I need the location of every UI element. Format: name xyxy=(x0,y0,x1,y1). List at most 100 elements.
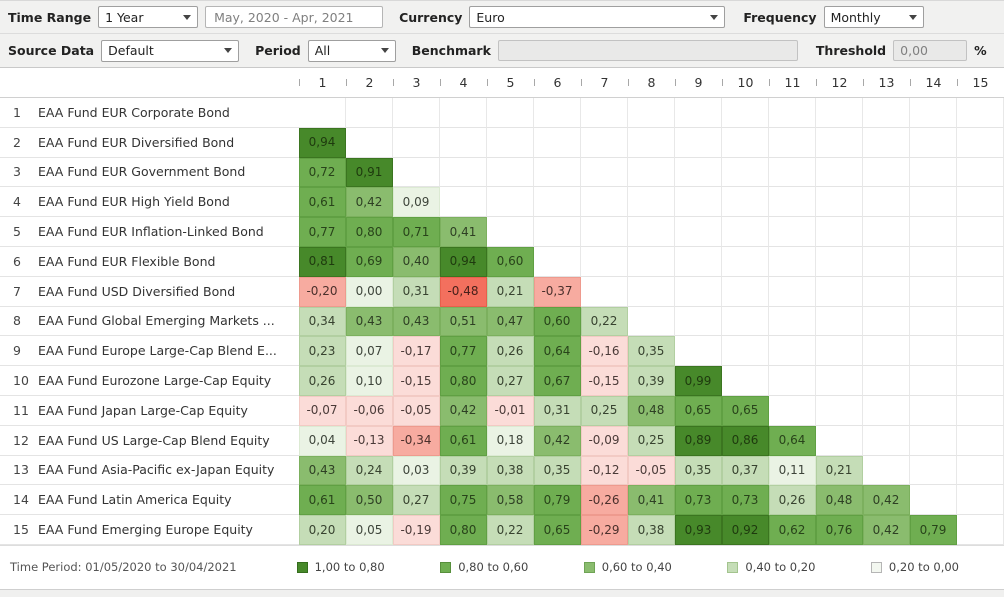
empty-cell xyxy=(722,187,769,218)
matrix-column-header: 7 xyxy=(581,75,628,90)
legend-swatch xyxy=(440,561,452,573)
empty-cell xyxy=(769,246,816,277)
empty-cell xyxy=(910,306,957,337)
matrix-column-header: 6 xyxy=(534,75,581,90)
currency-label: Currency xyxy=(399,9,463,25)
empty-cell xyxy=(393,98,440,128)
matrix-column-header: 15 xyxy=(957,75,1004,90)
currency-select[interactable]: Euro xyxy=(469,6,726,28)
empty-cell xyxy=(957,366,1004,396)
correlation-cell: 0,23 xyxy=(299,336,346,367)
correlation-cell: 0,80 xyxy=(440,366,487,396)
correlation-cell: 0,80 xyxy=(440,515,487,545)
empty-cell xyxy=(957,515,1004,545)
legend-label: 1,00 to 0,80 xyxy=(314,560,385,575)
correlation-cell: 0,26 xyxy=(769,485,816,516)
empty-cell xyxy=(346,127,393,158)
empty-cell xyxy=(957,395,1004,426)
empty-cell xyxy=(863,366,910,396)
empty-cell xyxy=(863,306,910,337)
empty-cell xyxy=(440,187,487,218)
empty-cell xyxy=(628,276,675,307)
matrix-column-header: 4 xyxy=(440,75,487,90)
correlation-cell: 0,10 xyxy=(346,366,393,396)
source-data-select[interactable]: Default xyxy=(101,39,240,62)
toolbar-row-2: Source Data Default Period All Benchmark… xyxy=(0,34,1004,68)
correlation-cell: 0,11 xyxy=(769,455,816,486)
empty-cell xyxy=(816,336,863,367)
matrix-row: 3 EAA Fund EUR Government Bond 0,72 0,91 xyxy=(0,157,1004,188)
correlation-cell: 0,48 xyxy=(816,485,863,516)
empty-cell xyxy=(722,306,769,337)
empty-cell xyxy=(581,127,628,158)
correlation-cell: 0,25 xyxy=(581,395,628,426)
empty-cell xyxy=(957,276,1004,307)
toolbar-row-1: Time Range 1 Year May, 2020 - Apr, 2021 … xyxy=(0,0,1004,34)
empty-cell xyxy=(628,217,675,247)
legend-item: 0,40 to 0,20 xyxy=(727,560,815,574)
empty-cell xyxy=(722,246,769,277)
empty-cell xyxy=(910,246,957,277)
empty-cell xyxy=(722,157,769,188)
correlation-cell: 0,61 xyxy=(299,187,346,218)
correlation-cell: 0,05 xyxy=(346,515,393,545)
correlation-matrix-body: 1 EAA Fund EUR Corporate Bond 2 EAA Fund EU… xyxy=(0,98,1004,545)
matrix-row: 6 EAA Fund EUR Flexible Bond 0,81 0,69 0,40 0… xyxy=(0,246,1004,277)
correlation-cell: 0,80 xyxy=(346,217,393,247)
empty-cell xyxy=(534,187,581,218)
correlation-cell: 0,60 xyxy=(534,306,581,337)
correlation-cell: 0,71 xyxy=(393,217,440,247)
empty-cell xyxy=(534,157,581,188)
correlation-cell: 0,75 xyxy=(440,485,487,516)
correlation-cell: 0,73 xyxy=(722,485,769,516)
period-select[interactable]: All xyxy=(307,39,396,62)
legend-item: 1,00 to 0,80 xyxy=(296,560,385,575)
legend-label: 0,40 to 0,20 xyxy=(745,560,816,575)
time-range-select[interactable]: 1 Year xyxy=(98,6,199,28)
correlation-cell: 0,39 xyxy=(628,366,675,396)
empty-cell xyxy=(816,425,863,456)
empty-cell xyxy=(722,366,769,396)
empty-cell xyxy=(910,217,957,247)
empty-cell xyxy=(534,98,581,128)
empty-cell xyxy=(816,306,863,337)
source-data-value: Default xyxy=(108,43,154,58)
empty-cell xyxy=(910,425,957,456)
empty-cell xyxy=(910,485,957,516)
legend-swatch xyxy=(870,561,882,573)
correlation-cell: -0,37 xyxy=(534,276,581,307)
empty-cell xyxy=(957,157,1004,188)
threshold-input[interactable]: 0,00 xyxy=(893,40,968,61)
empty-cell xyxy=(816,246,863,277)
frequency-label: Frequency xyxy=(743,9,817,25)
correlation-cell: 0,26 xyxy=(487,336,534,367)
empty-cell xyxy=(581,246,628,277)
empty-cell xyxy=(910,127,957,158)
frequency-select[interactable]: Monthly xyxy=(823,6,924,28)
empty-cell xyxy=(863,425,910,456)
matrix-row: 13 EAA Fund Asia-Pacific ex-Japan Equity 0… xyxy=(0,455,1004,486)
correlation-cell: 0,37 xyxy=(722,455,769,486)
fund-name: EAA Fund EUR High Yield Bond xyxy=(38,187,299,218)
time-range-value: 1 Year xyxy=(105,9,144,25)
fund-name: EAA Fund Asia-Pacific ex-Japan Equity xyxy=(38,456,299,486)
fund-name: EAA Fund EUR Inflation-Linked Bond xyxy=(38,217,299,247)
correlation-cell: 0,94 xyxy=(299,127,346,158)
empty-cell xyxy=(722,276,769,307)
matrix-row: 11 EAA Fund Japan Large-Cap Equity -0,07 -0… xyxy=(0,395,1004,426)
empty-cell xyxy=(675,157,722,188)
fund-name: EAA Fund Latin America Equity xyxy=(38,485,299,516)
correlation-cell: 0,38 xyxy=(487,455,534,486)
row-index: 1 xyxy=(0,98,38,128)
empty-cell xyxy=(863,395,910,426)
correlation-cell: -0,16 xyxy=(581,336,628,367)
empty-cell xyxy=(957,127,1004,158)
correlation-cell: 0,00 xyxy=(346,276,393,307)
empty-cell xyxy=(487,127,534,158)
empty-cell xyxy=(769,187,816,218)
benchmark-input[interactable] xyxy=(497,40,798,61)
correlation-cell: -0,15 xyxy=(393,366,440,396)
correlation-cell: 0,27 xyxy=(393,485,440,516)
legend-item: 0,60 to 0,40 xyxy=(583,560,672,574)
correlation-cell: 0,51 xyxy=(440,306,487,337)
